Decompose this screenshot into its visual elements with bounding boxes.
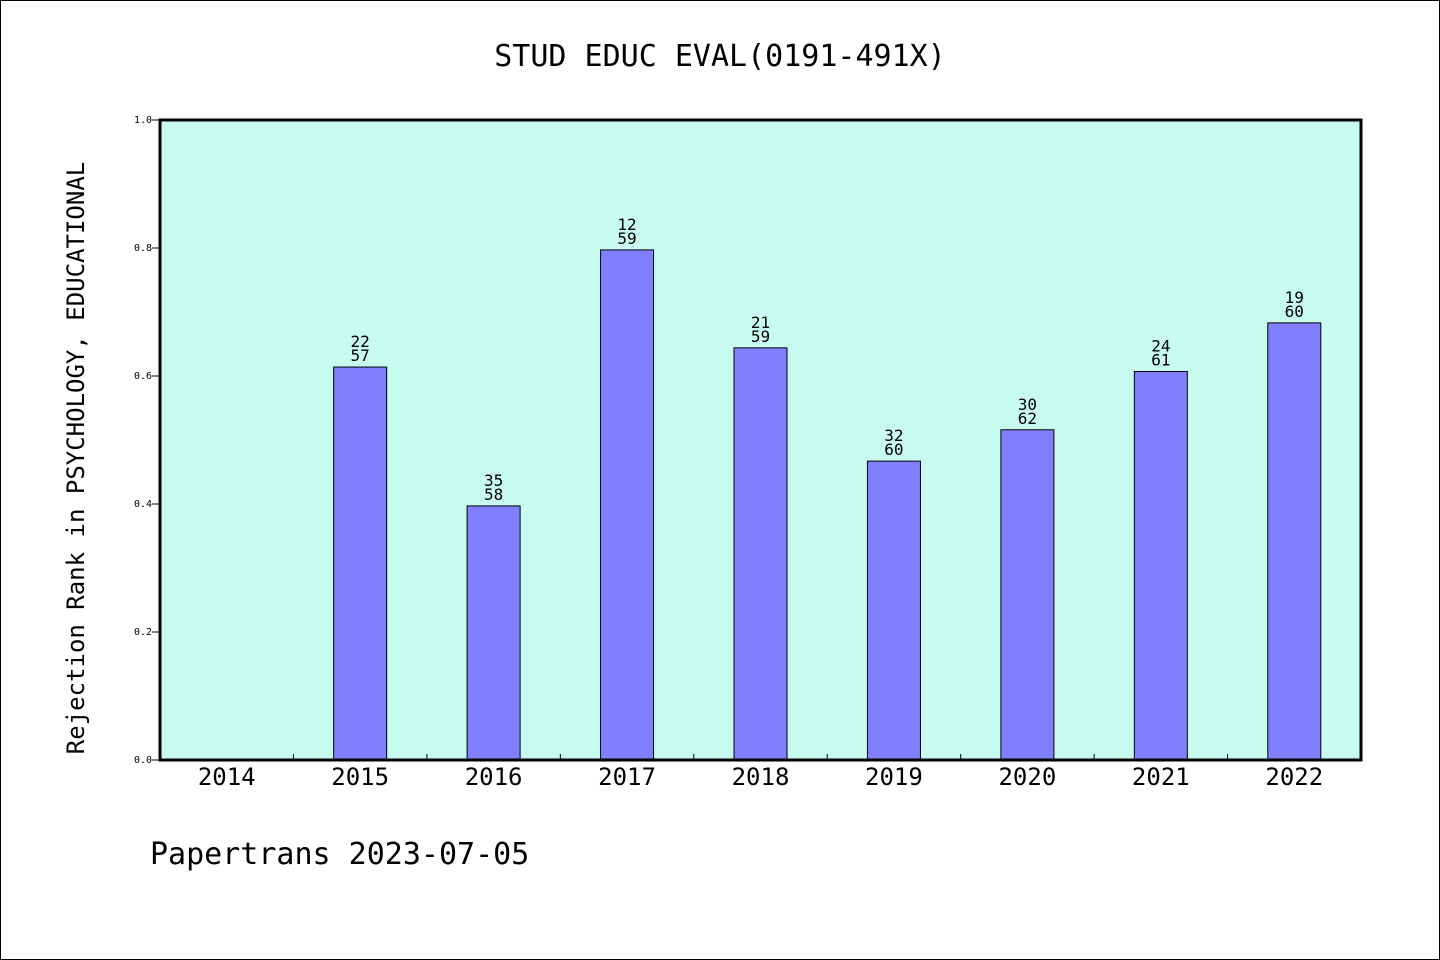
bar-label-total: 59: [617, 229, 636, 248]
bar-label-rank: 32: [884, 426, 903, 445]
bar-label-total: 58: [484, 485, 503, 504]
y-tick-label: 0.0: [134, 755, 152, 766]
bar-label-rank: 35: [484, 471, 503, 490]
x-tick-label: 2022: [1265, 763, 1323, 791]
bar: [333, 366, 388, 761]
x-tick-label: 2019: [865, 763, 923, 791]
bar-label-total: 57: [351, 346, 370, 365]
bar-label-rank: 12: [617, 215, 636, 234]
x-tick-label: 2015: [331, 763, 389, 791]
bar-label-total: 59: [751, 327, 770, 346]
plot-border: [158, 118, 1363, 762]
y-tick-label: 0.8: [134, 243, 152, 254]
x-tick-label: 2016: [465, 763, 523, 791]
y-tick-label: 0.6: [134, 371, 152, 382]
x-tick-label: 2018: [732, 763, 790, 791]
bar: [1267, 322, 1322, 761]
bar: [733, 347, 788, 761]
bar-label-rank: 24: [1151, 337, 1170, 356]
bar-label-rank: 30: [1018, 395, 1037, 414]
bar: [1000, 429, 1055, 761]
y-tick-label: 1.0: [134, 115, 152, 126]
x-tick-label: 2017: [598, 763, 656, 791]
bar: [600, 249, 655, 761]
bar-label-rank: 19: [1285, 288, 1304, 307]
footer-text: Papertrans 2023-07-05: [150, 837, 529, 872]
bar: [1133, 371, 1188, 761]
y-tick-label: 0.2: [134, 627, 152, 638]
bar-label-total: 61: [1151, 351, 1170, 370]
bar-label-total: 62: [1018, 409, 1037, 428]
chart-title: STUD EDUC EVAL(0191-491X): [494, 39, 946, 74]
bar: [466, 505, 521, 761]
x-tick-label: 2014: [198, 763, 256, 791]
x-tick-label: 2021: [1132, 763, 1190, 791]
y-tick-label: 0.4: [134, 499, 152, 510]
bar: [866, 460, 921, 761]
bars-group: [333, 249, 1322, 761]
bar-label-rank: 22: [351, 332, 370, 351]
x-tick-label: 2020: [998, 763, 1056, 791]
bar-label-total: 60: [1285, 302, 1304, 321]
bar-label-rank: 21: [751, 313, 770, 332]
y-axis-label: Rejection Rank in PSYCHOLOGY, EDUCATIONA…: [62, 162, 90, 754]
bar-label-total: 60: [884, 440, 903, 459]
